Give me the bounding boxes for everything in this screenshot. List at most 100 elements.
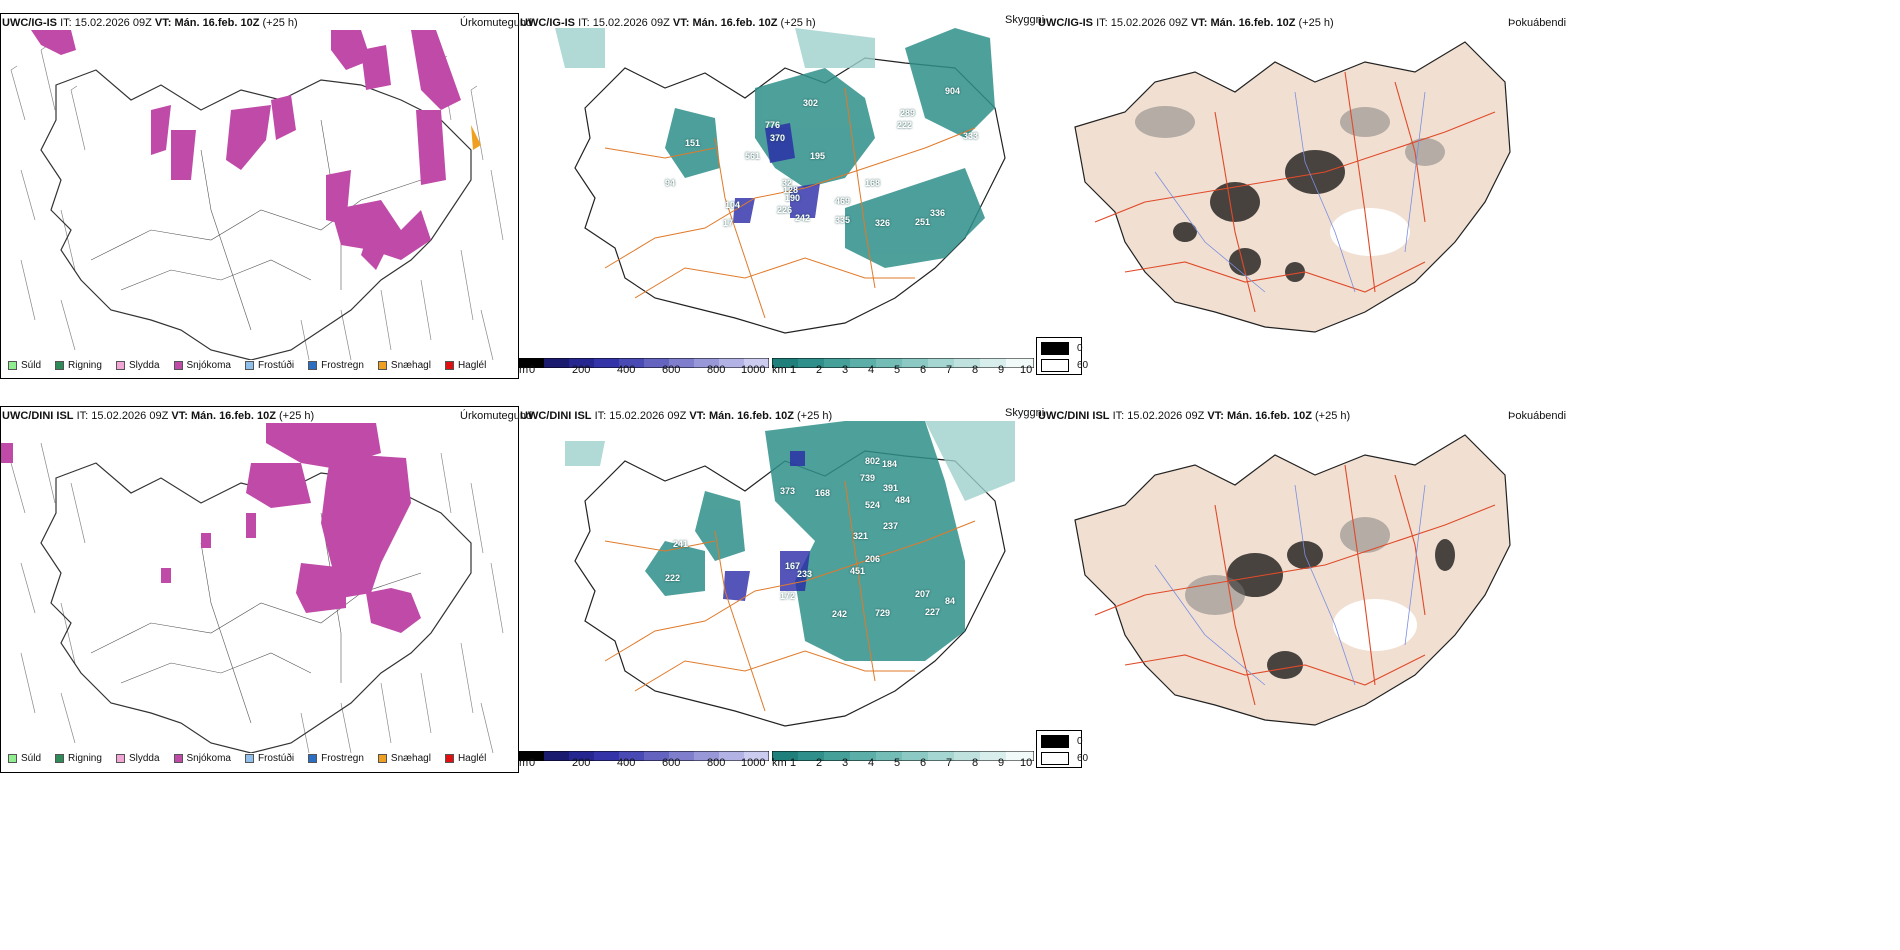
model-name: UWC/IG-IS xyxy=(1038,17,1093,29)
ceiling-tick: 1000 xyxy=(741,757,766,769)
legend-swatch xyxy=(244,361,254,370)
legend-label: Rigning xyxy=(68,753,102,764)
header-row2-left: UWC/DINI ISL IT: 15.02.2026 09Z VT: Mán.… xyxy=(2,410,314,423)
legend-item: Súld xyxy=(8,360,41,371)
ceiling-value-label: 207 xyxy=(915,589,931,599)
ceiling-tick: 400 xyxy=(617,757,636,769)
ceiling-tick: 0 xyxy=(529,364,536,376)
it-value: 15.02.2026 09Z xyxy=(1110,17,1188,29)
header-row1-right: UWC/IG-IS IT: 15.02.2026 09Z VT: Mán. 16… xyxy=(1038,17,1334,30)
vis-tick: 4 xyxy=(868,757,875,769)
vis-unit: km xyxy=(772,757,787,769)
fog-key-label: 0 xyxy=(1077,343,1083,354)
cloud-title: Skyggni xyxy=(1005,407,1045,419)
legend-swatch xyxy=(444,754,454,763)
vis-tick: 2 xyxy=(816,757,823,769)
legend-swatch xyxy=(244,754,254,763)
ceiling-value-label: 451 xyxy=(850,566,866,576)
legend-swatch xyxy=(115,361,125,370)
vt-value: Mán. 16.feb. 10Z xyxy=(174,17,260,29)
vis-gradient xyxy=(772,358,1034,368)
legend-swatch xyxy=(55,754,65,763)
it-value: 15.02.2026 09Z xyxy=(609,410,687,422)
legend-label: Súld xyxy=(21,753,42,764)
ceiling-value-label: 333 xyxy=(963,131,979,141)
fog-key-label: 0 xyxy=(1077,736,1083,747)
fog-key-row2: 0 60 xyxy=(1036,730,1088,768)
legend-label: Frostúði xyxy=(257,360,295,371)
ceiling-tick: 800 xyxy=(707,364,726,376)
ceiling-value-label: 242 xyxy=(795,213,811,223)
it-label: IT: xyxy=(578,17,590,29)
vis-tick: 8 xyxy=(972,364,979,376)
legend-item: Rigning xyxy=(55,753,102,764)
ceiling-tick: 400 xyxy=(617,364,636,376)
vis-tick: 7 xyxy=(946,757,953,769)
legend-swatch xyxy=(8,754,17,763)
vt-value: Mán. 16.feb. 10Z xyxy=(692,17,778,29)
ceiling-value-label: 739 xyxy=(860,473,876,483)
ceiling-value-label: 302 xyxy=(803,98,819,108)
ceiling-value-label: 190 xyxy=(785,193,801,203)
lead-time: (+25 h) xyxy=(279,410,315,422)
it-value: 15.02.2026 09Z xyxy=(74,17,152,29)
vt-label: VT: xyxy=(1207,410,1224,422)
vis-tick: 6 xyxy=(920,757,927,769)
it-value: 15.02.2026 09Z xyxy=(592,17,670,29)
legend-item: Súld xyxy=(8,753,41,764)
ceiling-gradient xyxy=(519,358,769,368)
vt-label: VT: xyxy=(1190,17,1208,29)
cloud-labels-row1: 904 333 302 289 222 151 776 370 561 195 168 94 32 128… xyxy=(545,28,1025,348)
legend-label: Snæhagl xyxy=(390,360,431,371)
legend-label: Frostúði xyxy=(257,753,295,764)
vis-tick: 1 xyxy=(790,364,797,376)
ceiling-value-label: 469 xyxy=(835,196,851,206)
precip-legend-row2: Súld Rigning Slydda Snjókoma Frostúði Fr… xyxy=(8,753,486,764)
legend-label: Frostregn xyxy=(321,360,364,371)
legend-label: Haglél xyxy=(457,753,487,764)
legend-swatch xyxy=(8,361,17,370)
vt-value: Mán. 16.feb. 10Z xyxy=(1210,17,1296,29)
legend-swatch xyxy=(55,361,65,370)
legend-label: Snjókoma xyxy=(186,753,231,764)
model-name: UWC/IG-IS xyxy=(2,17,57,29)
precip-panel-frame xyxy=(0,406,519,773)
fog-swatch-black xyxy=(1041,342,1069,355)
ceiling-value-label: 729 xyxy=(875,608,891,618)
ceiling-value-label: 168 xyxy=(815,488,831,498)
ceiling-value-label: 84 xyxy=(945,596,956,606)
legend-swatch xyxy=(173,361,183,370)
it-label: IT: xyxy=(1096,17,1108,29)
vt-value: Mán. 16.feb. 10Z xyxy=(1226,410,1312,422)
vt-value: Mán. 16.feb. 10Z xyxy=(708,410,794,422)
cloud-map-row1 xyxy=(555,28,1006,334)
vis-tick: 10 xyxy=(1020,757,1033,769)
vis-tick: 10 xyxy=(1020,364,1033,376)
ceiling-value-label: 321 xyxy=(853,531,869,541)
precip-map-row1 xyxy=(10,30,504,360)
vis-tick: 1 xyxy=(790,757,797,769)
ceiling-value-label: 128 xyxy=(783,185,799,195)
vt-value: Mán. 16.feb. 10Z xyxy=(190,410,276,422)
ceiling-value-label: 168 xyxy=(865,178,881,188)
it-label: IT: xyxy=(594,410,607,422)
ceiling-value-label: 237 xyxy=(883,521,899,531)
ceiling-tick: 200 xyxy=(572,757,591,769)
legend-label: Súld xyxy=(21,360,42,371)
model-name: UWC/DINI ISL xyxy=(2,410,74,422)
precip-map-row2 xyxy=(1,423,504,753)
ceiling-value-label: 776 xyxy=(765,120,781,130)
legend-item: Frostregn xyxy=(308,753,364,764)
ceiling-value-label: 195 xyxy=(810,151,826,161)
ceiling-value-label: 802 xyxy=(865,456,881,466)
ceiling-value-label: 151 xyxy=(685,138,701,148)
vis-gradient xyxy=(772,751,1034,761)
it-label: IT: xyxy=(1112,410,1125,422)
ceiling-value-label: 104 xyxy=(725,200,741,210)
legend-item: Frostúði xyxy=(244,360,295,371)
ceiling-tick: 600 xyxy=(662,757,681,769)
ceiling-value-label: 233 xyxy=(797,569,813,579)
it-value: 15.02.2026 09Z xyxy=(91,410,169,422)
legend-swatch xyxy=(308,361,318,370)
cloud-labels-row2: 802 184 739 391 484 524 237 373 168 321 206 451 241 2… xyxy=(545,421,1025,741)
